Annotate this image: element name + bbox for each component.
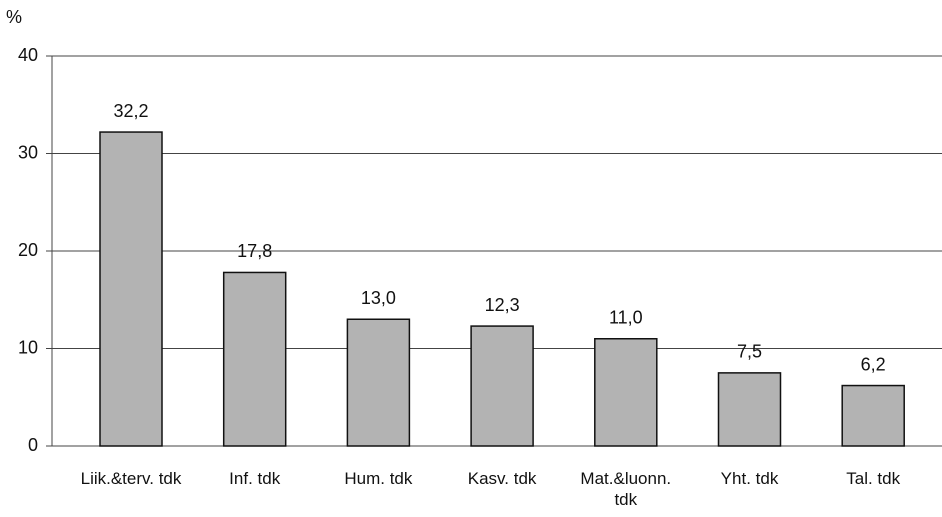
- value-label: 11,0: [609, 308, 643, 328]
- y-tick-label: 30: [18, 142, 38, 162]
- bar: [99, 131, 163, 447]
- value-label: 7,5: [737, 342, 762, 362]
- y-tick-label: 0: [28, 435, 38, 455]
- value-label: 12,3: [485, 295, 520, 315]
- x-tick-label: Inf. tdk: [229, 469, 281, 488]
- value-label: 17,8: [237, 241, 272, 261]
- y-tick-label: 10: [18, 337, 38, 357]
- y-tick-label: 20: [18, 240, 38, 260]
- y-axis-label: %: [6, 7, 22, 27]
- bar: [841, 384, 905, 447]
- x-tick-label: Mat.&luonn. tdk: [580, 469, 672, 509]
- bar: [594, 338, 658, 447]
- y-tick-label: 40: [18, 45, 38, 65]
- x-tick-label: Tal. tdk: [846, 469, 901, 488]
- bar: [470, 325, 534, 447]
- bar: [717, 372, 782, 447]
- x-tick-label: Liik.&terv. tdk: [80, 469, 182, 488]
- value-label: 13,0: [361, 288, 396, 308]
- x-tick-label: Hum. tdk: [344, 469, 413, 488]
- bar: [222, 271, 287, 447]
- bar: [346, 318, 411, 447]
- x-tick-label: Yht. tdk: [720, 469, 779, 488]
- value-label: 32,2: [113, 101, 148, 121]
- x-tick-label: Kasv. tdk: [467, 469, 537, 488]
- value-label: 6,2: [861, 354, 886, 374]
